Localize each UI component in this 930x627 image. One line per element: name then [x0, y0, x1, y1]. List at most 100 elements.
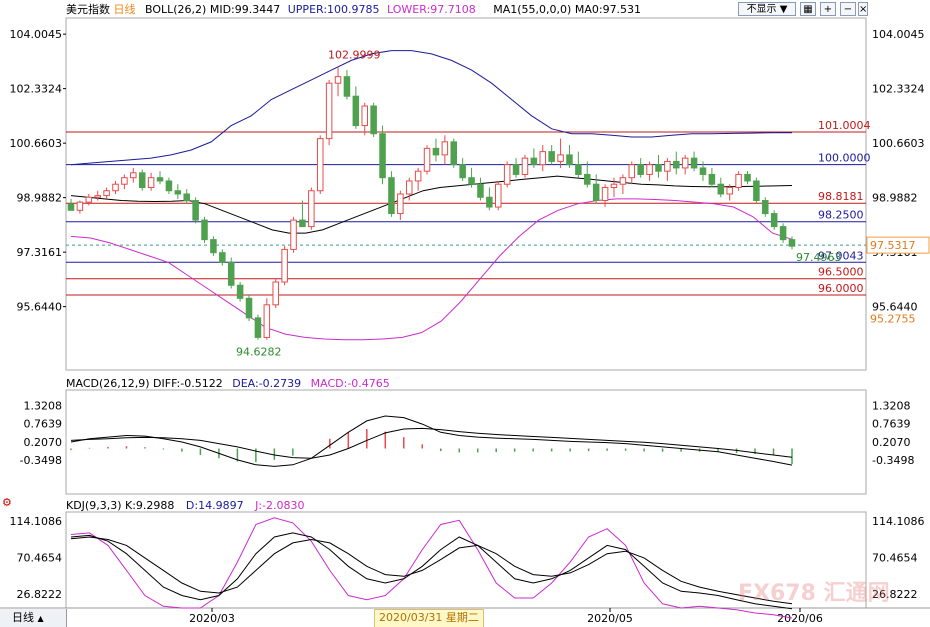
candle-body: [512, 164, 520, 175]
candle-body: [717, 183, 725, 195]
candle-body: [121, 177, 128, 185]
candle-body: [361, 105, 369, 127]
kdj-d: D:14.9897: [185, 499, 244, 512]
candle-body: [655, 164, 662, 172]
y-tick-left: 104.0045: [10, 28, 63, 41]
candle-body: [753, 180, 760, 202]
candle-body: [334, 76, 342, 84]
candle-body: [503, 164, 511, 185]
close-icon[interactable]: ×: [858, 2, 868, 16]
candle-body: [459, 164, 466, 179]
macd-y-tick-left: -0.3498: [20, 454, 62, 467]
macd-y-tick-right: -0.3498: [872, 454, 914, 467]
level-label: 96.0000: [818, 282, 864, 295]
candle-body: [112, 183, 119, 192]
level-label: 98.2500: [818, 209, 864, 222]
main-panel-frame: [65, 17, 867, 371]
macd-y-tick-right: 0.2070: [872, 436, 911, 449]
candle-body: [263, 304, 271, 338]
kdj-d-line: [70, 536, 793, 605]
hide-dropdown[interactable]: 不显示 ▼: [738, 2, 796, 16]
plus-icon[interactable]: +: [820, 2, 836, 16]
y-tick-right-extra: 97.5317: [870, 239, 916, 252]
level-label: 98.8181: [818, 190, 864, 203]
candle-body: [370, 105, 377, 135]
candle-body: [379, 133, 386, 179]
kdj-title: KDJ(9,3,3): [66, 499, 122, 512]
candle-body: [619, 177, 627, 185]
candle-body: [138, 172, 146, 188]
candle-body: [397, 193, 404, 215]
candle-body: [441, 141, 449, 156]
y-tick-left: 100.6603: [10, 137, 63, 150]
kdj-j-line: [70, 517, 793, 619]
candle-body: [690, 157, 698, 169]
macd-y-tick-left: 1.3208: [24, 400, 63, 413]
macd-value: MACD:-0.4765: [310, 377, 390, 390]
candle-body: [94, 195, 101, 198]
macd-title: MACD(26,12,9): [66, 377, 150, 390]
candle-body: [762, 200, 769, 215]
x-tick-label: 2020/06: [777, 612, 823, 625]
macd-header: MACD(26,12,9) DIFF:-0.5122 DEA:-0.2739 M…: [66, 376, 390, 392]
kdj-k: K:9.2988: [125, 499, 175, 512]
candle-body: [432, 147, 440, 156]
macd-diff: DIFF:-0.5122: [153, 377, 223, 390]
kdj-y-tick-left: 114.1086: [10, 515, 63, 528]
macd-y-tick-right: 1.3208: [872, 400, 911, 413]
x-tick-label: 2020/03: [189, 612, 235, 625]
candle-body: [744, 173, 751, 182]
y-tick-right: 98.9882: [872, 192, 918, 205]
candle-body: [254, 317, 262, 338]
candle-body: [76, 201, 84, 211]
candle-body: [103, 190, 110, 197]
candle-body: [601, 186, 609, 202]
candle-body: [388, 177, 395, 215]
grid-icon[interactable]: ▦: [800, 2, 816, 16]
candle-body: [147, 177, 155, 188]
candle-body: [735, 173, 742, 188]
candle-body: [352, 95, 360, 127]
candle-body: [557, 154, 564, 162]
y-tick-right: 95.6440: [872, 301, 918, 314]
candle-body: [664, 160, 671, 172]
period-tab[interactable]: 日线 ▲: [0, 609, 67, 627]
candle-body: [219, 252, 226, 263]
candle-body: [628, 164, 636, 179]
x-tick-label: 2020/05: [587, 612, 633, 625]
candle-body: [299, 219, 306, 228]
candle-body: [699, 167, 707, 175]
candle-body: [201, 219, 208, 241]
tab-arrow-icon: ▲: [37, 614, 44, 623]
candle-body: [673, 160, 680, 169]
candle-body: [165, 180, 173, 192]
level-label: 100.0000: [818, 152, 871, 165]
candle-body: [494, 183, 502, 208]
candle-body: [423, 147, 431, 172]
cursor-date: 2020/03/31 星期二: [374, 609, 484, 627]
minus-icon[interactable]: −: [840, 2, 856, 16]
y-tick-right: 104.0045: [872, 28, 925, 41]
candle-body: [575, 164, 582, 175]
candle-body: [236, 284, 244, 299]
candle-body: [227, 261, 235, 286]
kdj-y-tick-left: 70.4654: [17, 552, 63, 565]
candle-body: [477, 183, 484, 198]
y-tick-right-extra: 95.2755: [870, 313, 916, 326]
candle-body: [521, 157, 529, 175]
watermark: FX678 汇通网: [738, 581, 890, 606]
settings-icon[interactable]: ⚙: [2, 496, 12, 509]
boll-lower: LOWER:97.7108: [387, 3, 476, 16]
candle-body: [316, 138, 324, 192]
kdj-y-tick-left: 26.8222: [17, 588, 63, 601]
candle-body: [788, 239, 796, 247]
macd-y-tick-left: 0.7639: [24, 418, 63, 431]
y-tick-right: 100.6603: [872, 137, 925, 150]
candle-body: [539, 151, 547, 166]
boll-upper: UPPER:100.9785: [287, 3, 380, 16]
macd-diff-line: [70, 415, 793, 467]
candle-body: [192, 200, 199, 221]
boll-mid-line: [70, 175, 793, 234]
period-label[interactable]: 日线: [113, 3, 136, 16]
